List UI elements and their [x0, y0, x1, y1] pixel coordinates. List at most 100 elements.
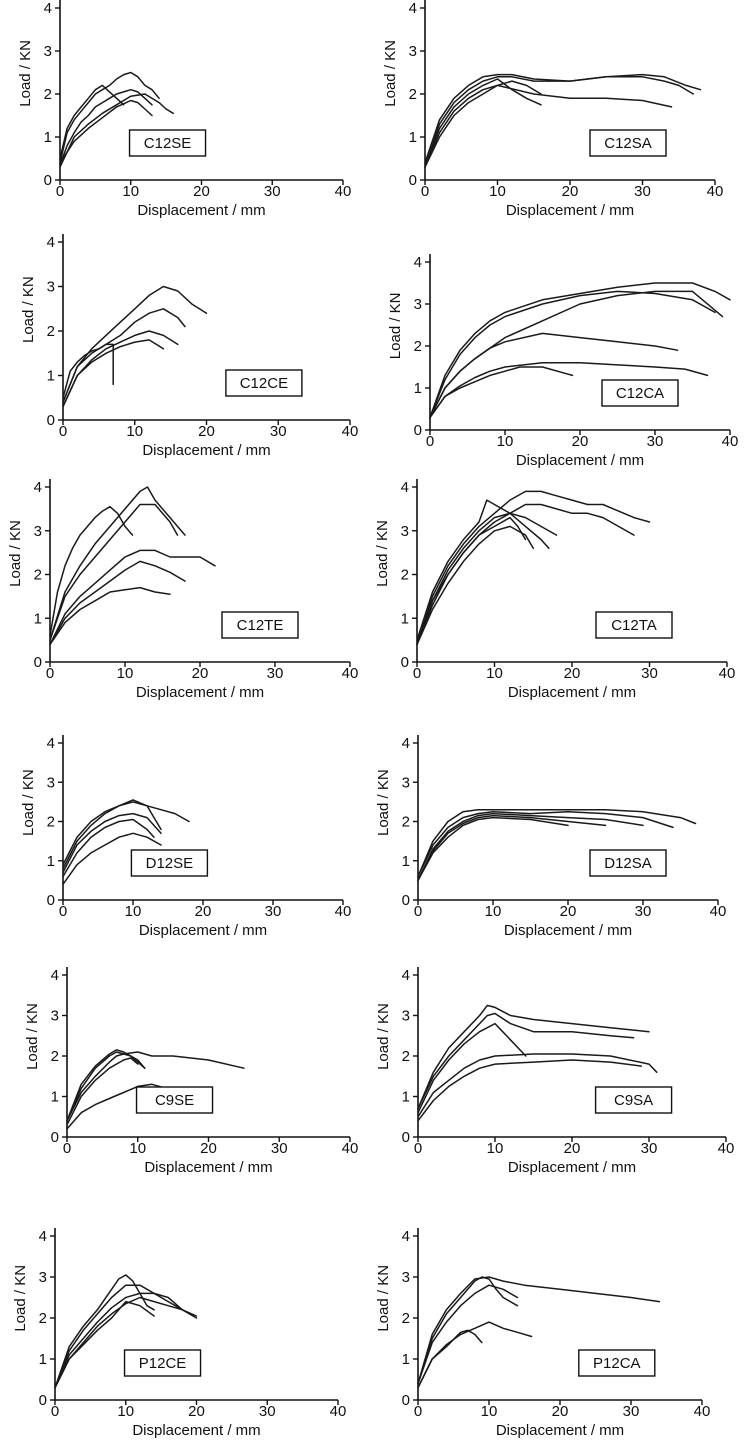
x-tick-label: 40 — [722, 433, 739, 450]
x-tick-label: 20 — [560, 903, 577, 920]
series-line — [417, 1329, 483, 1389]
series-line — [54, 1300, 155, 1389]
y-tick-label: 3 — [409, 43, 417, 60]
x-axis-label: Displacement / mm — [132, 1422, 260, 1439]
series-line — [62, 801, 190, 866]
y-tick-label: 0 — [34, 654, 42, 671]
x-tick-label: 40 — [718, 1140, 735, 1157]
series-line — [49, 560, 186, 646]
x-tick-label: 0 — [414, 1140, 422, 1157]
series-line — [429, 282, 731, 419]
y-tick-label: 1 — [401, 610, 409, 627]
specimen-label: P12CA — [593, 1355, 641, 1372]
specimen-label-box: P12CA — [578, 1349, 656, 1377]
series-line — [417, 1276, 661, 1385]
series-line — [417, 1321, 533, 1389]
series-line — [417, 1053, 658, 1118]
x-tick-label: 30 — [264, 183, 281, 200]
y-tick-label: 2 — [402, 1310, 410, 1327]
specimen-label-box: C12SE — [128, 129, 207, 157]
panel-p12ce: 0 10 20 30 40 0 1 2 3 4 Displacement / mm Load / KN… — [12, 1228, 346, 1439]
x-axis-label: Displacement / mm — [142, 442, 270, 459]
x-tick-label: 30 — [647, 433, 664, 450]
y-tick-label: 3 — [402, 1008, 410, 1025]
series-line — [59, 71, 160, 164]
y-tick-label: 2 — [47, 814, 55, 831]
x-tick-label: 30 — [270, 423, 287, 440]
y-tick-label: 3 — [44, 43, 52, 60]
x-tick-label: 30 — [634, 183, 651, 200]
series-line — [416, 490, 651, 646]
specimen-label-box: D12SA — [589, 849, 667, 877]
y-tick-label: 2 — [402, 1048, 410, 1065]
y-tick-label: 3 — [34, 523, 42, 540]
x-tick-label: 30 — [271, 1140, 288, 1157]
x-axis-label: Displacement / mm — [137, 202, 265, 219]
x-tick-label: 40 — [330, 1403, 347, 1420]
x-axis-label: Displacement / mm — [516, 452, 644, 469]
y-tick-label: 4 — [39, 1228, 47, 1245]
specimen-label: C12CA — [616, 385, 664, 402]
specimen-label-box: C12TA — [595, 611, 673, 639]
x-tick-label: 30 — [635, 903, 652, 920]
series-line — [49, 549, 216, 646]
series-line — [59, 99, 153, 164]
x-tick-label: 10 — [126, 423, 143, 440]
y-axis-label: Load / KN — [374, 520, 391, 587]
x-axis-label: Displacement / mm — [136, 684, 264, 701]
x-tick-label: 10 — [129, 1140, 146, 1157]
x-tick-label: 10 — [486, 665, 503, 682]
x-tick-label: 0 — [59, 903, 67, 920]
x-tick-label: 20 — [564, 1140, 581, 1157]
y-tick-label: 1 — [402, 853, 410, 870]
y-axis-label: Load / KN — [375, 769, 392, 836]
y-tick-label: 1 — [51, 1089, 59, 1106]
specimen-label-frame — [589, 849, 667, 877]
y-axis-label: Load / KN — [20, 276, 37, 343]
x-tick-label: 40 — [710, 903, 727, 920]
series-line — [66, 1049, 146, 1122]
series-line — [416, 499, 550, 641]
y-tick-label: 4 — [44, 0, 52, 17]
x-axis-label: Displacement / mm — [508, 684, 636, 701]
x-tick-label: 20 — [192, 665, 209, 682]
series-line — [417, 1012, 635, 1110]
y-tick-label: 2 — [414, 338, 422, 355]
x-tick-label: 10 — [481, 1403, 498, 1420]
series-line — [62, 832, 162, 886]
series-line — [429, 290, 716, 419]
series-line — [49, 586, 171, 646]
x-tick-label: 40 — [707, 183, 724, 200]
y-tick-label: 0 — [414, 422, 422, 439]
y-axis-label: Load / KN — [7, 520, 24, 587]
y-axis-label: Load / KN — [375, 1003, 392, 1070]
y-tick-label: 4 — [409, 0, 417, 17]
y-tick-label: 0 — [51, 1129, 59, 1146]
y-tick-label: 4 — [34, 479, 42, 496]
y-axis-label: Load / KN — [17, 40, 34, 107]
y-tick-label: 0 — [401, 654, 409, 671]
y-tick-label: 2 — [51, 1048, 59, 1065]
series-line — [417, 1276, 519, 1385]
specimen-label-frame — [128, 129, 207, 157]
specimen-label-frame — [589, 129, 667, 157]
series-line — [424, 80, 542, 168]
specimen-label-box: C12SA — [589, 129, 667, 157]
x-tick-label: 10 — [489, 183, 506, 200]
y-tick-label: 1 — [402, 1089, 410, 1106]
y-tick-label: 2 — [409, 86, 417, 103]
x-tick-label: 20 — [552, 1403, 569, 1420]
series-line — [417, 810, 674, 878]
specimen-label-box: C12TE — [221, 611, 299, 639]
series-line — [59, 93, 174, 168]
series-line — [416, 516, 527, 646]
y-tick-label: 3 — [402, 1269, 410, 1286]
specimen-label-box: P12CE — [123, 1349, 202, 1377]
x-tick-label: 0 — [414, 903, 422, 920]
x-tick-label: 40 — [335, 183, 352, 200]
specimen-label-box: D12SE — [130, 849, 209, 877]
x-tick-label: 40 — [342, 1140, 359, 1157]
x-tick-label: 20 — [572, 433, 589, 450]
y-tick-label: 1 — [409, 129, 417, 146]
